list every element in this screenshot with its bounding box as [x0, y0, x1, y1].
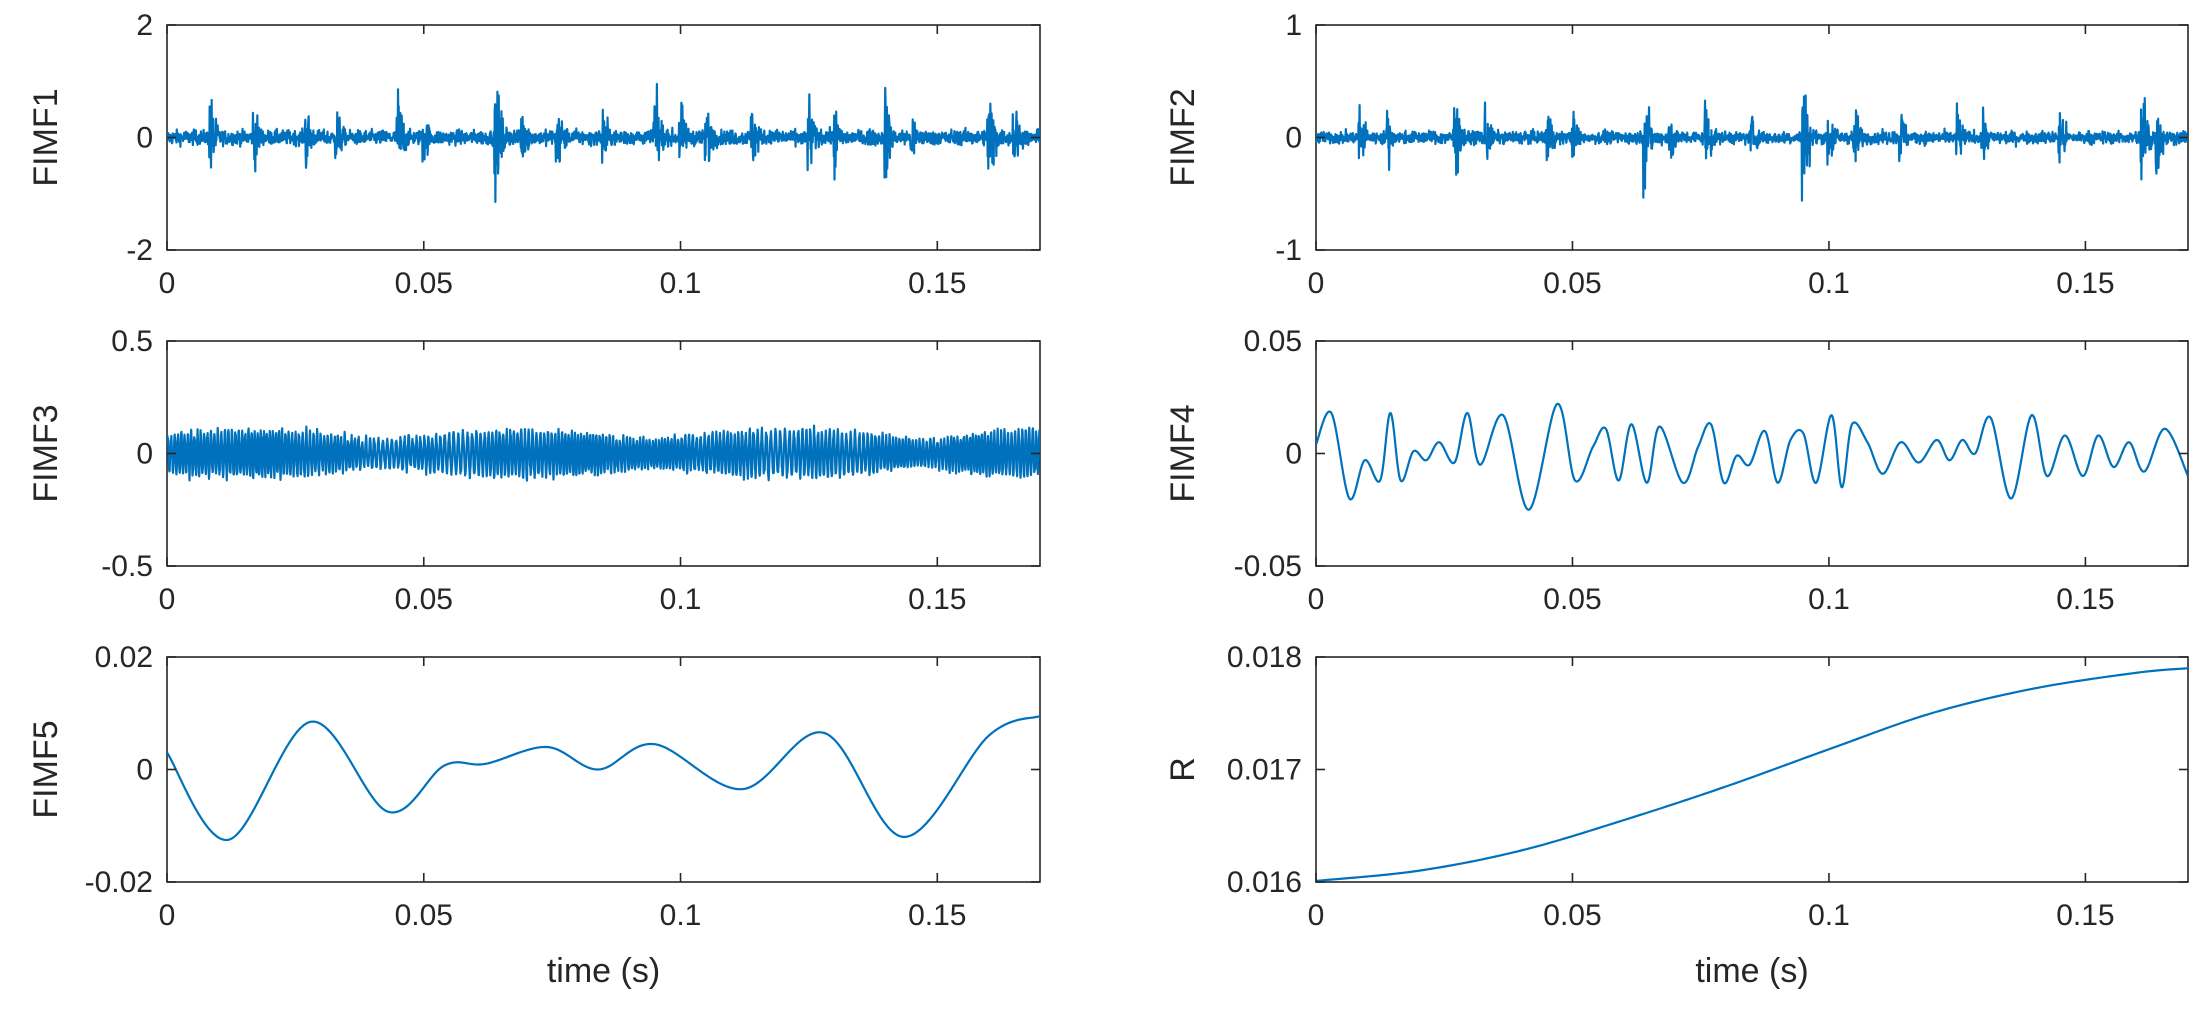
panel-5-xtick-label: 0.05 — [395, 899, 453, 932]
panel-1-ytick-label: 0 — [136, 122, 153, 155]
panel-5-xtick-label: 0.1 — [660, 899, 702, 932]
panel-6-ylabel: R — [1164, 757, 1202, 782]
panel-4-xtick-label: 0.05 — [1543, 583, 1601, 616]
panel-4-xtick-label: 0.1 — [1808, 583, 1850, 616]
panel-5-xtick-label: 0 — [159, 899, 176, 932]
panel-1-xtick-label: 0.15 — [908, 267, 966, 300]
panel-1-series-line — [167, 82, 1040, 203]
panel-3-ytick-label: 0.5 — [111, 325, 153, 358]
panel-1-ylabel: FIMF1 — [27, 88, 65, 186]
panel-4-series-line — [1316, 402, 2188, 511]
panel-6-series-line — [1316, 667, 2188, 882]
panel-2-xtick-label: 0.05 — [1543, 267, 1601, 300]
panel-4-ytick-label: 0 — [1285, 438, 1302, 471]
panel-6-ytick-label: 0.017 — [1227, 754, 1302, 787]
panel-2-ytick-label: 0 — [1285, 122, 1302, 155]
panel-3-ytick-label: 0 — [136, 438, 153, 471]
panel-4-axes-frame — [1315, 340, 2189, 567]
panel-3-xtick-label: 0.1 — [660, 583, 702, 616]
panel-6-ytick-label: 0.018 — [1227, 641, 1302, 674]
panel-3-ytick-label: -0.5 — [101, 550, 153, 583]
panel-4-ytick-label: 0.05 — [1244, 325, 1302, 358]
panel-2-ylabel: FIMF2 — [1164, 88, 1202, 186]
panel-5-ylabel: FIMF5 — [27, 720, 65, 818]
panel-1-xtick-label: 0 — [159, 267, 176, 300]
panel-6-xtick-label: 0.05 — [1543, 899, 1601, 932]
panel-6-ytick-label: 0.016 — [1227, 866, 1302, 899]
panel-2-xtick-label: 0 — [1308, 267, 1325, 300]
panel-5-series-line — [167, 715, 1040, 842]
panel-2-series-line — [1316, 94, 2188, 202]
panel-5-ytick-label: -0.02 — [85, 866, 153, 899]
panel-4-ytick-label: -0.05 — [1234, 550, 1302, 583]
panel-3-xtick-label: 0 — [159, 583, 176, 616]
panel-1-ytick-label: -2 — [126, 234, 153, 267]
panel-4-xtick-label: 0 — [1308, 583, 1325, 616]
panel-1-ytick-label: 2 — [136, 9, 153, 42]
panel-5-ytick-label: 0 — [136, 754, 153, 787]
panel-1-xtick-label: 0.05 — [395, 267, 453, 300]
panel-3-xtick-label: 0.15 — [908, 583, 966, 616]
panel-3-series-line — [167, 424, 1040, 482]
panel-2-xtick-label: 0.15 — [2056, 267, 2114, 300]
panel-6-xtick-label: 0 — [1308, 899, 1325, 932]
panel-6-xtick-label: 0.15 — [2056, 899, 2114, 932]
panel-6-xtick-label: 0.1 — [1808, 899, 1850, 932]
panel-4-xtick-label: 0.15 — [2056, 583, 2114, 616]
panel-5-xlabel: time (s) — [547, 952, 660, 990]
panel-3-ylabel: FIMF3 — [27, 404, 65, 502]
panel-1-xtick-label: 0.1 — [660, 267, 702, 300]
panel-2-ytick-label: -1 — [1275, 234, 1302, 267]
panel-6-axes-frame — [1315, 656, 2189, 883]
panel-6-xlabel: time (s) — [1695, 952, 1808, 990]
panel-2-ytick-label: 1 — [1285, 9, 1302, 42]
panel-5-xtick-label: 0.15 — [908, 899, 966, 932]
panel-4-ylabel: FIMF4 — [1164, 404, 1202, 502]
panel-2-xtick-label: 0.1 — [1808, 267, 1850, 300]
panel-3-xtick-label: 0.05 — [395, 583, 453, 616]
panel-5-ytick-label: 0.02 — [95, 641, 153, 674]
